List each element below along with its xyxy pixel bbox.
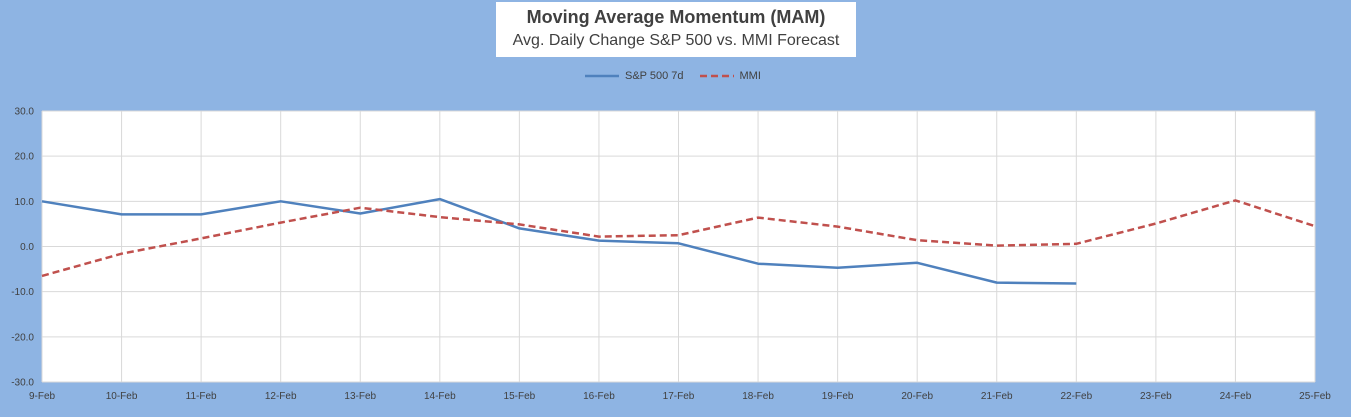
- x-tick-label: 22-Feb: [1060, 391, 1092, 402]
- y-tick-label: 20.0: [15, 152, 35, 163]
- y-tick-label: -10.0: [11, 287, 34, 298]
- chart-subtitle: Avg. Daily Change S&P 500 vs. MMI Foreca…: [512, 32, 840, 49]
- y-tick-label: -20.0: [11, 332, 34, 343]
- x-tick-label: 14-Feb: [424, 391, 456, 402]
- legend: S&P 500 7d MMI: [585, 67, 777, 85]
- x-tick-label: 24-Feb: [1220, 391, 1252, 402]
- x-tick-label: 23-Feb: [1140, 391, 1172, 402]
- series-layer: [41, 197, 1316, 285]
- series-line-s-p-500-7d: [41, 197, 1077, 285]
- chart-title-box: Moving Average Momentum (MAM) Avg. Daily…: [496, 2, 856, 57]
- legend-label-mmi: MMI: [739, 70, 761, 82]
- y-axis: 30.0 20.0 10.0 0.0 -10.0 -20.0 -30.0: [11, 107, 34, 389]
- x-tick-label: 13-Feb: [344, 391, 376, 402]
- legend-label-sp500: S&P 500 7d: [625, 70, 684, 82]
- x-tick-label: 10-Feb: [106, 391, 138, 402]
- legend-item-sp500: S&P 500 7d: [585, 70, 684, 82]
- x-tick-label: 21-Feb: [981, 391, 1013, 402]
- grid: [41, 110, 1316, 383]
- y-tick-label: 30.0: [15, 107, 35, 118]
- chart-title: Moving Average Momentum (MAM): [526, 7, 826, 27]
- legend-swatch-sp500: [585, 74, 619, 78]
- x-tick-label: 25-Feb: [1299, 391, 1331, 402]
- x-tick-label: 18-Feb: [742, 391, 774, 402]
- x-tick-label: 11-Feb: [186, 391, 217, 402]
- y-tick-label: -30.0: [11, 378, 34, 389]
- x-tick-label: 17-Feb: [663, 391, 695, 402]
- x-tick-label: 20-Feb: [901, 391, 933, 402]
- x-tick-label: 9-Feb: [29, 391, 56, 402]
- y-tick-label: 0.0: [20, 242, 34, 253]
- x-tick-label: 15-Feb: [504, 391, 536, 402]
- x-axis: 9-Feb 10-Feb 11-Feb 12-Feb 13-Feb 14-Feb 15-Fe…: [29, 391, 1331, 402]
- y-tick-label: 10.0: [15, 197, 35, 208]
- x-tick-label: 16-Feb: [583, 391, 615, 402]
- legend-swatch-mmi: [699, 74, 734, 78]
- x-tick-label: 19-Feb: [822, 391, 854, 402]
- x-tick-label: 12-Feb: [265, 391, 297, 402]
- legend-item-mmi: MMI: [699, 70, 761, 82]
